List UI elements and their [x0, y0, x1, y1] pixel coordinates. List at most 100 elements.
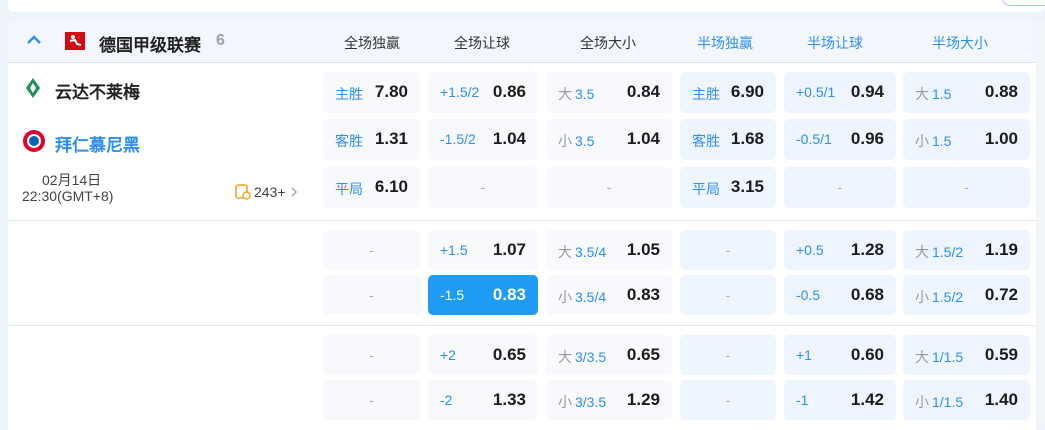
odds-line: 小 1/1.5 — [915, 392, 963, 412]
odds-cell[interactable]: 平局 3.15 — [680, 167, 776, 208]
column-header: 全场独赢 — [344, 35, 400, 51]
odds-line-value: 3/3.5 — [575, 394, 607, 410]
odds-prefix: 小 — [915, 289, 929, 305]
odds-cell[interactable]: 平局 6.10 — [323, 167, 420, 208]
odds-value: 0.83 — [626, 285, 660, 304]
bayern-logo-icon — [23, 130, 45, 152]
odds-value: 0.65 — [492, 345, 526, 364]
odds-line-value: +0.5/1 — [796, 84, 836, 100]
odds-value: 1.04 — [626, 129, 660, 148]
empty-odds: - — [369, 242, 374, 258]
odds-line: 小 1.5 — [915, 131, 951, 151]
odds-cell[interactable]: -1.5 0.83 — [428, 275, 538, 315]
divider — [8, 325, 1036, 326]
odds-value: 0.60 — [850, 345, 884, 364]
odds-line-value: 3.5 — [575, 86, 595, 102]
odds-cell[interactable]: 主胜 7.80 — [323, 72, 420, 113]
top-right-button[interactable] — [1002, 0, 1045, 6]
odds-line-value: -0.5/1 — [796, 131, 832, 147]
odds-cell[interactable]: 主胜 6.90 — [680, 72, 776, 113]
odds-line-value: +1.5/2 — [440, 84, 480, 100]
odds-cell[interactable]: -0.5 0.68 — [784, 275, 896, 315]
odds-value: 1.04 — [492, 129, 526, 148]
odds-cell[interactable]: 大 3.5 0.84 — [546, 72, 672, 113]
odds-line: 大 1.5 — [915, 84, 951, 104]
empty-odds: - — [480, 179, 486, 195]
odds-cell[interactable]: 小 1/1.5 1.40 — [903, 380, 1030, 420]
odds-cell[interactable]: +1 0.60 — [784, 335, 896, 375]
odds-cell[interactable]: -1.5/2 1.04 — [428, 119, 538, 160]
odds-line-value: 3/3.5 — [575, 349, 607, 365]
odds-cell[interactable]: +0.5/1 0.94 — [784, 72, 896, 113]
odds-line-value: +1 — [796, 347, 812, 363]
odds-cell[interactable]: +0.5 1.28 — [784, 230, 896, 270]
odds-line-value: 1.5 — [932, 133, 952, 149]
odds-cell[interactable]: 大 1/1.5 0.59 — [903, 335, 1030, 375]
odds-cell[interactable]: 客胜 1.68 — [680, 119, 776, 160]
odds-cell: - — [680, 230, 776, 270]
odds-cell[interactable]: 小 1.5/2 0.72 — [903, 275, 1030, 315]
odds-cell[interactable]: 小 3.5/4 0.83 — [546, 275, 672, 315]
odds-value: 0.84 — [626, 82, 660, 101]
odds-cell[interactable]: 大 1.5 0.88 — [903, 72, 1030, 113]
odds-cell[interactable]: 大 1.5/2 1.19 — [903, 230, 1030, 270]
odds-cell[interactable]: 小 1.5 1.00 — [903, 119, 1030, 160]
odds-line-value: 平局 — [692, 181, 720, 197]
odds-cell[interactable]: 客胜 1.31 — [323, 119, 420, 160]
away-team[interactable]: 拜仁慕尼黑 — [55, 136, 140, 155]
chevron-up-icon[interactable] — [26, 32, 42, 48]
odds-cell: - — [680, 380, 776, 420]
league-header[interactable]: 德国甲级联赛 6 全场独赢 全场让球 全场大小 半场独赢 半场让球 半场大小 — [8, 20, 1036, 63]
empty-odds: - — [837, 179, 843, 195]
odds-line-value: 1.5 — [932, 86, 952, 102]
odds-line: 小 1.5/2 — [915, 287, 963, 307]
empty-odds: - — [369, 287, 374, 303]
odds-prefix: 大 — [915, 86, 929, 102]
odds-value: 1.07 — [492, 240, 526, 259]
odds-line-value: 主胜 — [335, 86, 363, 102]
odds-line: +0.5/1 — [796, 84, 835, 100]
odds-line-value: 3.5/4 — [575, 244, 607, 260]
odds-value: 0.96 — [850, 129, 884, 148]
odds-line: +1 — [796, 347, 812, 363]
match-count: 6 — [216, 32, 225, 49]
odds-line-value: 1.5/2 — [932, 244, 964, 260]
odds-cell: - — [323, 380, 420, 420]
odds-cell: - — [680, 335, 776, 375]
markets-icon — [235, 184, 251, 200]
odds-cell[interactable]: +1.5 1.07 — [428, 230, 538, 270]
odds-value: 1.31 — [374, 129, 408, 148]
markets-count: 243+ — [254, 184, 286, 200]
odds-line: -1.5 — [440, 287, 464, 303]
odds-cell[interactable]: 大 3/3.5 0.65 — [546, 335, 672, 375]
odds-cell[interactable]: -1 1.42 — [784, 380, 896, 420]
odds-cell[interactable]: -0.5/1 0.96 — [784, 119, 896, 160]
column-header: 全场大小 — [580, 35, 636, 51]
odds-line: -1.5/2 — [440, 131, 476, 147]
odds-value: 0.68 — [850, 285, 884, 304]
odds-cell: - — [546, 167, 672, 208]
odds-line-value: 客胜 — [335, 133, 363, 149]
empty-odds: - — [725, 392, 731, 408]
odds-line: -2 — [440, 392, 452, 408]
odds-cell[interactable]: +2 0.65 — [428, 335, 538, 375]
odds-cell[interactable]: +1.5/2 0.86 — [428, 72, 538, 113]
more-markets-link[interactable]: 243+ — [235, 184, 299, 200]
top-strip — [8, 0, 1045, 12]
odds-cell[interactable]: 大 3.5/4 1.05 — [546, 230, 672, 270]
werder-bremen-logo-icon — [26, 78, 40, 98]
home-team[interactable]: 云达不莱梅 — [55, 83, 140, 102]
league-name: 德国甲级联赛 — [99, 36, 201, 55]
odds-line-value: 主胜 — [692, 86, 720, 102]
odds-cell[interactable]: 小 3.5 1.04 — [546, 119, 672, 160]
scrollbar[interactable] — [1036, 20, 1045, 425]
odds-line-value: 1/1.5 — [932, 394, 964, 410]
odds-value: 7.80 — [374, 82, 408, 101]
odds-cell: - — [428, 167, 538, 208]
odds-line-value: -1 — [796, 392, 809, 408]
bundesliga-logo-icon — [65, 32, 85, 50]
empty-odds: - — [725, 287, 731, 303]
odds-cell[interactable]: 小 3/3.5 1.29 — [546, 380, 672, 420]
odds-cell: - — [680, 275, 776, 315]
odds-cell[interactable]: -2 1.33 — [428, 380, 538, 420]
